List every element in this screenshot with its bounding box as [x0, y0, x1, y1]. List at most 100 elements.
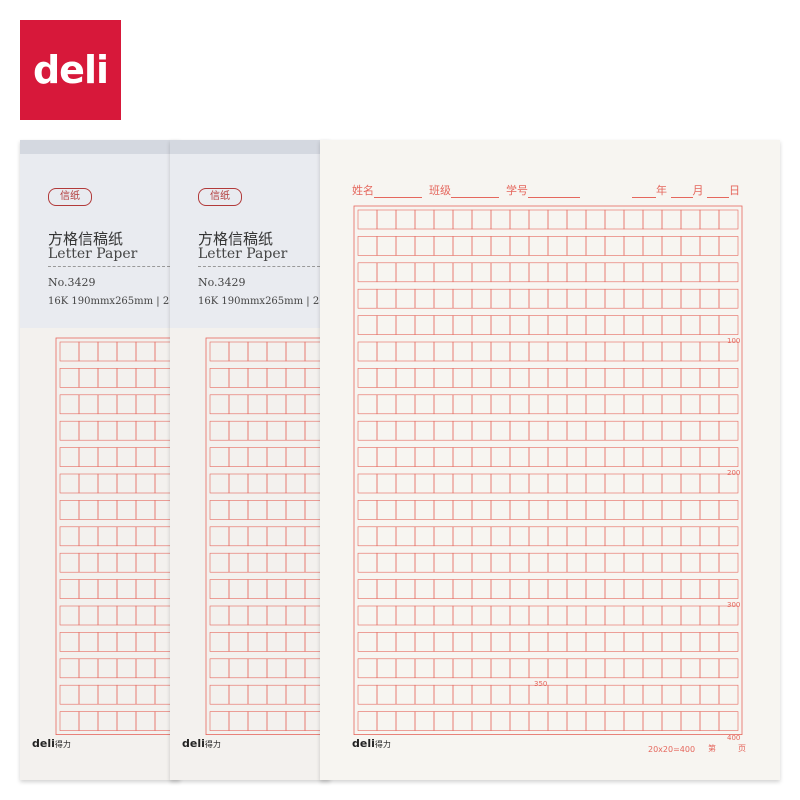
grid-cell [490, 605, 511, 626]
grid-cell [585, 632, 606, 652]
grid-cell [585, 684, 606, 705]
grid-row [59, 394, 175, 415]
grid-cell [452, 473, 473, 494]
grid-cell [566, 447, 587, 467]
grid-cell [59, 632, 80, 652]
grid-row [209, 473, 325, 494]
grid-cell [357, 341, 378, 362]
grid-cell [228, 711, 249, 731]
grid-cell [680, 500, 701, 520]
grid-cell [247, 500, 268, 520]
grid-cell [528, 526, 549, 547]
grid-cell [78, 394, 99, 415]
grid-cell [433, 447, 454, 467]
grid-cell [247, 684, 268, 705]
grid-cell [414, 711, 435, 731]
grid-cell [718, 658, 739, 679]
grid-cell [604, 632, 625, 652]
grid-cell [357, 394, 378, 415]
grid-cell [357, 605, 378, 626]
footer-brand-cn: 得力 [204, 740, 221, 749]
grid-cell [528, 420, 549, 441]
page-prefix: 第 [708, 744, 716, 753]
grid-cell [642, 658, 663, 679]
grid-cell [135, 447, 156, 467]
grid-cell [78, 579, 99, 599]
letter-paper-pad-middle: 信纸 方格信稿纸 Letter Paper No.3429 16K 190mmx… [170, 140, 330, 780]
grid-cell [661, 288, 682, 309]
grid-cell [97, 394, 118, 415]
grid-cell [661, 473, 682, 494]
grid-cell [452, 315, 473, 335]
grid-cell [116, 420, 137, 441]
grid-cell [547, 658, 568, 679]
grid-cell [471, 288, 492, 309]
grid-cell [585, 473, 606, 494]
grid-row [357, 500, 739, 520]
grid-cell [604, 552, 625, 573]
grid-row [357, 579, 739, 599]
grid-cell [78, 341, 99, 362]
grid-cell [433, 605, 454, 626]
grid-cell [116, 526, 137, 547]
grid-row [357, 236, 739, 256]
grid-cell [59, 526, 80, 547]
grid-cell [699, 315, 720, 335]
grid-cell [528, 500, 549, 520]
grid-cell [509, 394, 530, 415]
grid-cell [471, 579, 492, 599]
grid-cell [395, 315, 416, 335]
grid-cell [547, 711, 568, 731]
grid-cell [135, 368, 156, 388]
grid-cell [566, 420, 587, 441]
grid-cell [642, 447, 663, 467]
grid-cell [471, 341, 492, 362]
grid-cell [604, 658, 625, 679]
grid-cell [59, 420, 80, 441]
grid-cell [623, 473, 644, 494]
grid-cell [357, 684, 378, 705]
grid-cell [566, 500, 587, 520]
grid-cell [59, 473, 80, 494]
grid-row [59, 552, 175, 573]
letter-paper-sheet-front: 姓名 班级 学号 年 月 日 100 200 300 350 400 deli得… [320, 140, 780, 780]
grid-cell [509, 632, 530, 652]
grid-cell [642, 209, 663, 230]
grid-cell [285, 341, 306, 362]
grid-cell [623, 236, 644, 256]
grid-cell [376, 632, 397, 652]
grid-cell [547, 236, 568, 256]
grid-cell [414, 236, 435, 256]
grid-cell [699, 711, 720, 731]
grid-cell [433, 552, 454, 573]
grid-cell [266, 473, 287, 494]
grid-cell [285, 473, 306, 494]
grid-cell [471, 711, 492, 731]
grid-cell [209, 579, 230, 599]
grid-cell [78, 632, 99, 652]
grid-cell [566, 209, 587, 230]
grid-cell [452, 526, 473, 547]
grid-cell [97, 552, 118, 573]
grid-cell [585, 579, 606, 599]
grid-cell [97, 368, 118, 388]
grid-cell [718, 632, 739, 652]
grid-cell [59, 394, 80, 415]
grid-cell [623, 447, 644, 467]
grid-cell [376, 236, 397, 256]
grid-cell [661, 394, 682, 415]
grid-cell [135, 579, 156, 599]
grid-cell [452, 447, 473, 467]
grid-cell [718, 420, 739, 441]
grid-row [357, 526, 739, 547]
grid-cell [59, 341, 80, 362]
grid-cell [414, 368, 435, 388]
footer-brand-cn: 得力 [374, 740, 391, 749]
grid-cell [266, 684, 287, 705]
grid-cell [247, 420, 268, 441]
grid-cell [623, 368, 644, 388]
grid-cell [642, 579, 663, 599]
grid-cell [433, 684, 454, 705]
grid-cell [116, 684, 137, 705]
grid-cell [528, 684, 549, 705]
